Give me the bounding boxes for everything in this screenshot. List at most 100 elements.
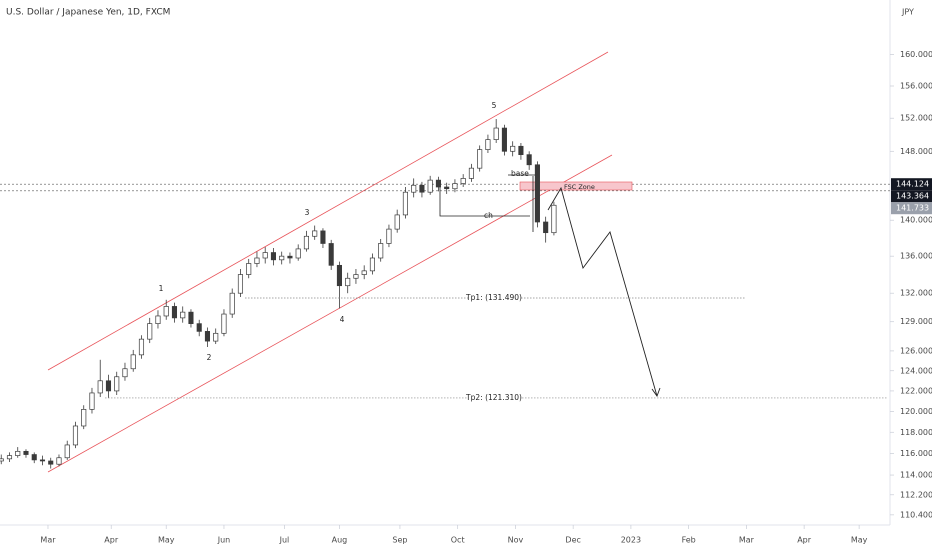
y-tick-label: 132.000 <box>900 289 932 298</box>
tp1-label-bg <box>468 293 520 304</box>
candle-body <box>155 315 161 324</box>
candle-body <box>237 274 244 294</box>
candle-body <box>114 376 120 392</box>
candle-body <box>501 127 507 152</box>
candle-body <box>56 457 62 465</box>
candle-body <box>493 127 499 140</box>
y-tick-label: 114.000 <box>900 471 932 480</box>
y-tick-label: 120.000 <box>900 407 932 416</box>
candle-body <box>460 178 466 184</box>
candle-body <box>345 277 351 287</box>
candle-body <box>551 204 557 234</box>
candle-body <box>510 145 516 152</box>
candle-body <box>452 183 458 190</box>
candle-body <box>188 311 194 324</box>
axis-layer: 160.000 156.000 152.000 148.000 140.000 136.0… <box>40 50 932 545</box>
y-tick-label: 126.000 <box>900 346 932 355</box>
candle-body <box>105 380 112 392</box>
candle-body <box>287 255 293 259</box>
x-tick-label: Oct <box>451 536 465 545</box>
candle-body <box>543 221 549 234</box>
candle-body <box>138 338 145 356</box>
candle-body <box>468 167 474 179</box>
candle-body <box>39 459 46 462</box>
candle-body <box>81 409 87 427</box>
candle-body <box>270 252 277 261</box>
x-tick-label: Aug <box>332 536 348 545</box>
candle-body <box>48 460 54 465</box>
x-tick-label: Apr <box>104 536 119 545</box>
wave-label: 1 <box>159 284 164 293</box>
candle-body <box>303 235 309 250</box>
ch-line <box>439 186 530 217</box>
candle-body <box>402 191 408 216</box>
x-tick-label: Jul <box>279 536 290 545</box>
candle-body <box>254 257 260 264</box>
y-tick-label: 122.000 <box>900 386 932 395</box>
tp2-label-bg <box>468 392 520 403</box>
candle-body <box>130 354 136 370</box>
candle-body <box>23 450 29 455</box>
x-tick-label: Sep <box>392 536 407 545</box>
x-tick-label: Mar <box>739 536 755 545</box>
candle-body <box>485 139 491 150</box>
candle-body <box>353 274 359 279</box>
y-tick-label: 156.000 <box>900 81 932 90</box>
candle-body <box>411 184 417 193</box>
candle-body <box>518 145 524 156</box>
candle-body <box>171 306 178 319</box>
candle-body <box>262 252 268 259</box>
wave-label: 5 <box>492 101 497 110</box>
candle-body <box>213 332 219 342</box>
price-label: 141.733 <box>896 204 929 213</box>
channel-upper <box>47 51 609 371</box>
wave-label: 2 <box>207 353 212 362</box>
candle-body <box>526 154 532 166</box>
wave-label: 3 <box>305 208 310 217</box>
tp1-label: Tp1: (131.490) <box>465 293 522 302</box>
candle-body <box>15 450 21 456</box>
x-tick-label: Mar <box>40 536 56 545</box>
candle-body <box>246 263 252 275</box>
price-label-bg <box>891 178 932 191</box>
candle-body <box>419 184 425 193</box>
fsc-zone-label: FSC Zone <box>564 183 595 191</box>
candle-body <box>361 270 367 275</box>
y-tick-label: 112.200 <box>900 490 932 499</box>
candle-body <box>64 444 70 459</box>
candle-body <box>295 248 301 259</box>
candle-body <box>336 264 342 287</box>
currency-label: JPY <box>901 8 914 17</box>
candle-body <box>320 230 326 244</box>
y-tick-label: 118.000 <box>900 428 932 437</box>
projection-arrowhead <box>651 387 661 397</box>
projection-path <box>547 186 658 397</box>
price-label: 143.364 <box>896 192 929 201</box>
price-label-bg <box>891 202 932 215</box>
candle-body <box>122 368 128 378</box>
wave-label: 4 <box>340 315 345 324</box>
x-tick-label: May <box>158 536 175 545</box>
candle-body <box>328 243 334 266</box>
y-tick-label: 116.000 <box>900 449 932 458</box>
base-label: base <box>511 169 529 178</box>
y-tick-label: 110.400 <box>900 510 932 519</box>
ch-label: ch <box>484 211 493 220</box>
x-tick-label: Feb <box>682 536 696 545</box>
candle-body <box>6 455 13 460</box>
candle-body <box>196 323 202 332</box>
candle-body <box>180 311 186 319</box>
candle-body <box>221 313 227 334</box>
candle-body <box>72 425 79 446</box>
chart-title: U.S. Dollar / Japanese Yen, 1D, FXCM <box>6 8 170 18</box>
x-tick-label: Nov <box>508 536 524 545</box>
candle-body <box>435 179 441 188</box>
candle-body <box>279 255 285 261</box>
y-tick-label: 140.000 <box>900 216 932 225</box>
x-tick-label: Dec <box>565 536 580 545</box>
price-label: 144.124 <box>896 180 929 189</box>
tp2-label: Tp2: (121.310) <box>465 393 522 402</box>
candle-body <box>31 454 37 461</box>
